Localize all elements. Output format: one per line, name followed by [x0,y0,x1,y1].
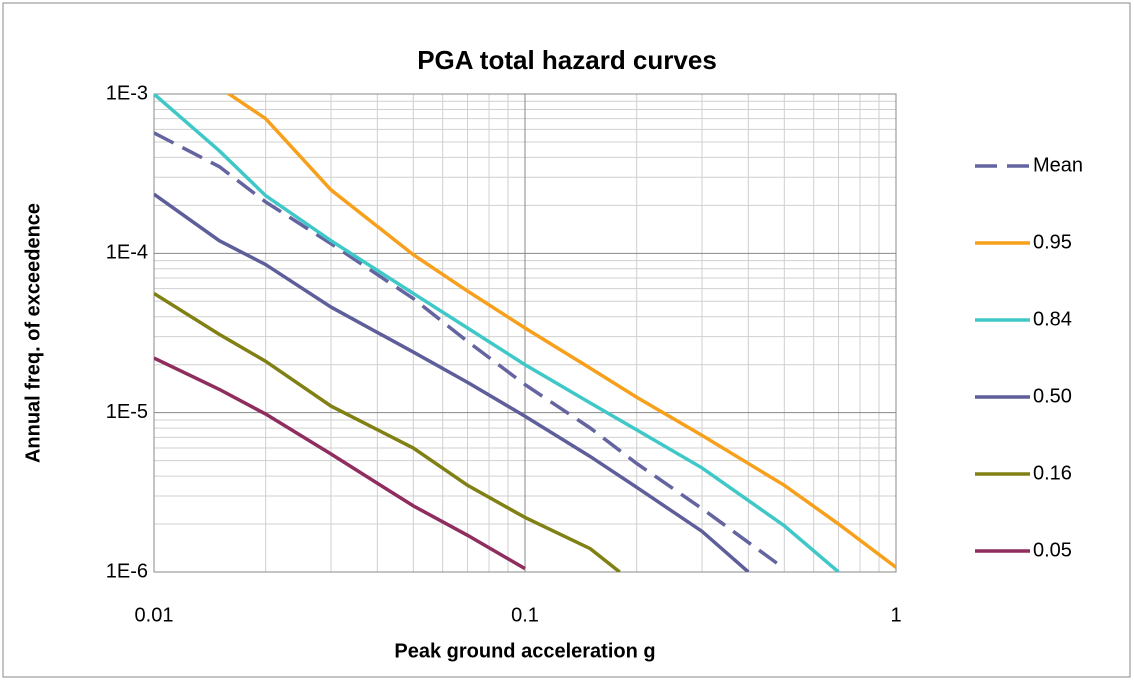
y-tick-label: 1E-5 [106,401,148,423]
x-axis-label: Peak ground acceleration g [394,640,655,662]
data-line [154,291,621,572]
chart-title: PGA total hazard curves [417,45,717,75]
legend-label: 0.05 [1033,539,1072,561]
y-axis-label: Annual freq. of exceedence [22,203,44,463]
legend-label: 0.16 [1033,462,1072,484]
legend-label: 0.50 [1033,385,1072,407]
plot-border [153,93,897,573]
x-tick-label: 0.01 [135,604,174,626]
data-line [154,131,786,571]
legend-label: 0.95 [1033,231,1072,253]
plot-lines [154,94,896,572]
y-tick-label: 1E-3 [106,82,148,104]
x-tick-label: 1 [890,604,901,626]
x-tick-label: 0.1 [511,604,539,626]
data-line [154,192,750,572]
data-line [154,94,840,572]
y-tick-label: 1E-4 [106,242,148,264]
y-tick-label: 1E-6 [106,560,148,582]
legend-label: Mean [1033,154,1083,176]
data-line [154,356,526,571]
legend-label: 0.84 [1033,308,1072,330]
data-line [225,94,896,569]
